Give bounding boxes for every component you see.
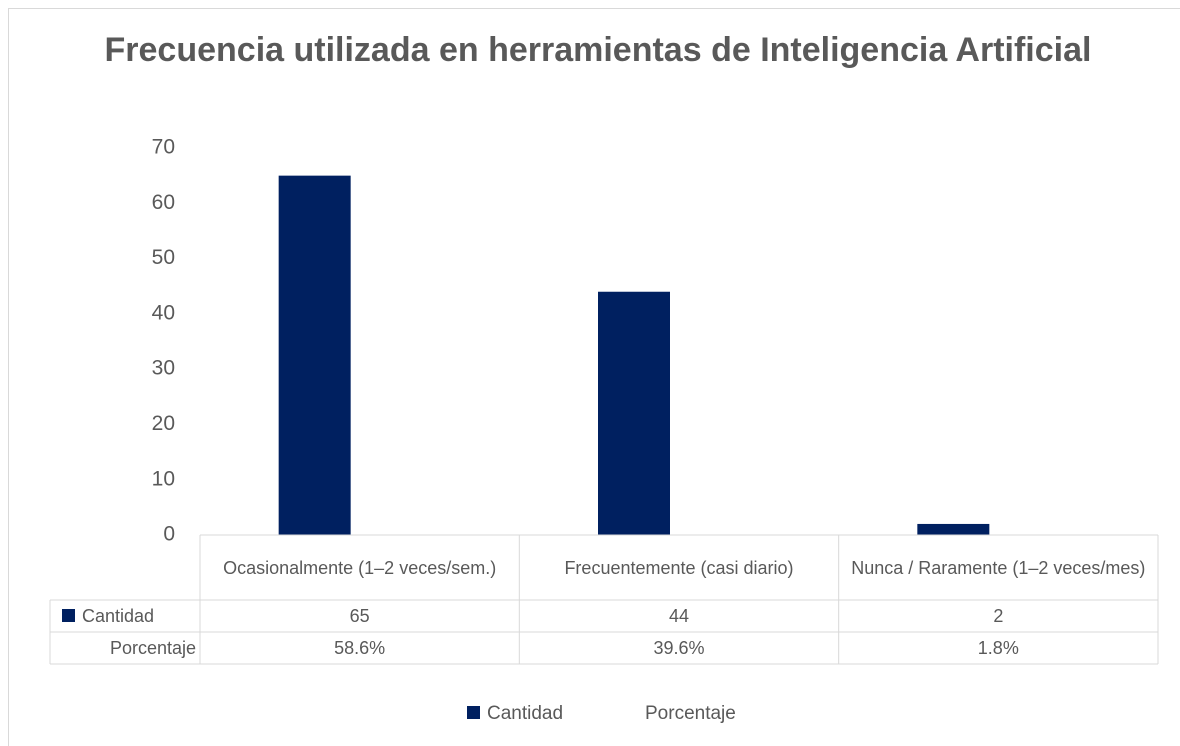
x-tick-label-box: Ocasionalmente (1–2 veces/sem.) (223, 557, 497, 578)
bar (278, 175, 351, 535)
table-cell-box: 65 (349, 606, 370, 626)
table-row-label: Porcentaje (109, 638, 196, 658)
table-cell: 65 (349, 606, 370, 626)
x-tick-label: Nunca / Raramente (1–2 veces/mes) (851, 557, 1146, 578)
y-tick-label: 60 (152, 191, 175, 214)
y-tick-label: 30 (152, 357, 175, 380)
table-row-label: Cantidad (82, 606, 155, 626)
bar (598, 291, 670, 535)
legend-label: Cantidad (487, 703, 563, 724)
title-box: Frecuencia utilizada en herramientas de … (104, 31, 1092, 69)
chart-title: Frecuencia utilizada en herramientas de … (104, 31, 1092, 69)
x-tick-label-box: Frecuentemente (casi diario) (564, 557, 794, 578)
y-tick-label: 0 (163, 523, 175, 546)
table-cell-box: 2 (993, 606, 1004, 626)
bar (917, 523, 990, 535)
table-cell: 58.6% (334, 638, 386, 658)
table-row-label-box: Porcentaje (109, 638, 196, 658)
table-cell-box: 58.6% (334, 638, 386, 658)
y-tick-label: 20 (152, 412, 175, 435)
table-cell-box: 39.6% (653, 638, 705, 658)
table-cell: 39.6% (653, 638, 705, 658)
table-cell-box: 44 (668, 606, 689, 626)
y-tick-label: 10 (152, 467, 175, 490)
chart-border (8, 8, 1180, 746)
x-tick-label: Frecuentemente (casi diario) (564, 557, 794, 578)
x-tick-label: Ocasionalmente (1–2 veces/sem.) (223, 557, 497, 578)
table-row-label-box: Cantidad (82, 606, 155, 626)
x-tick-label-box: Nunca / Raramente (1–2 veces/mes) (851, 557, 1146, 578)
y-tick-label: 70 (152, 136, 175, 159)
table-cell-box: 1.8% (977, 638, 1019, 658)
y-tick-label: 50 (152, 246, 175, 269)
legend-swatch (467, 706, 480, 719)
legend-label: Porcentaje (645, 703, 736, 724)
table-cell: 44 (668, 606, 689, 626)
legend-key (62, 609, 75, 622)
y-tick-label: 40 (152, 301, 175, 324)
table-cell: 2 (993, 606, 1004, 626)
table-cell: 1.8% (977, 638, 1019, 658)
